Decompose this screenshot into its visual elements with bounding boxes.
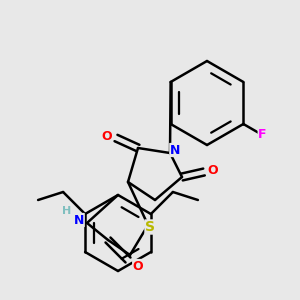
Text: N: N bbox=[74, 214, 84, 226]
Text: O: O bbox=[208, 164, 218, 176]
Text: H: H bbox=[62, 206, 72, 216]
Text: O: O bbox=[133, 260, 143, 272]
Text: N: N bbox=[170, 143, 180, 157]
Text: S: S bbox=[145, 220, 155, 234]
Text: O: O bbox=[102, 130, 112, 142]
Text: F: F bbox=[258, 128, 267, 142]
